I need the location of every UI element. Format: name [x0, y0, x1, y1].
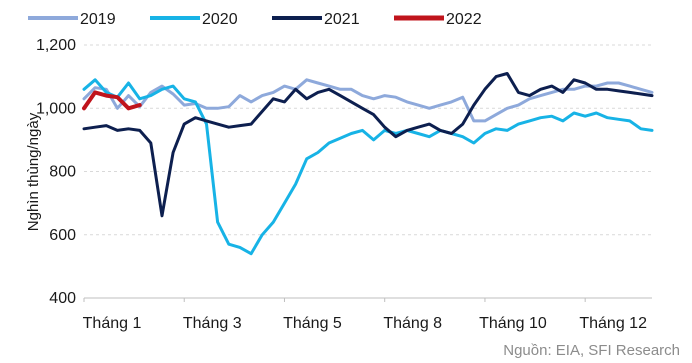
y-tick-label: 400 [49, 290, 76, 307]
legend-label-2019: 2019 [80, 11, 116, 28]
axis-layer: 400 600 800 1,000 1,200 Tháng 1 Tháng 3 Tháng 5… [36, 37, 652, 332]
y-tick-label: 1,200 [36, 37, 76, 54]
series-line-2020 [82, 78, 654, 256]
x-tick-label: Tháng 5 [283, 315, 342, 332]
y-tick-label: 800 [49, 164, 76, 181]
legend-item-2021: 2021 [272, 11, 360, 28]
series-line-2022 [82, 90, 142, 111]
legend-label-2021: 2021 [324, 11, 360, 28]
legend-label-2020: 2020 [202, 11, 238, 28]
y-tick-label: 600 [49, 227, 76, 244]
y-axis-label: Nghìn thùng/ngày [25, 112, 42, 231]
x-tick-label: Tháng 12 [579, 315, 647, 332]
x-tick-label: Tháng 10 [479, 315, 547, 332]
series-layer [82, 72, 654, 256]
legend-item-2022: 2022 [394, 11, 482, 28]
legend: 2019 2020 2021 2022 [28, 11, 482, 28]
x-tick-label: Tháng 3 [183, 315, 242, 332]
y-tick-label: 1,000 [36, 100, 76, 117]
legend-item-2019: 2019 [28, 11, 116, 28]
x-tick-label: Tháng 1 [83, 315, 142, 332]
legend-label-2022: 2022 [446, 11, 482, 28]
source-note: Nguồn: EIA, SFI Research [503, 342, 680, 359]
series-line-2021 [82, 72, 654, 218]
x-tick-label: Tháng 8 [383, 315, 442, 332]
legend-item-2020: 2020 [150, 11, 238, 28]
grid-layer [84, 44, 652, 236]
